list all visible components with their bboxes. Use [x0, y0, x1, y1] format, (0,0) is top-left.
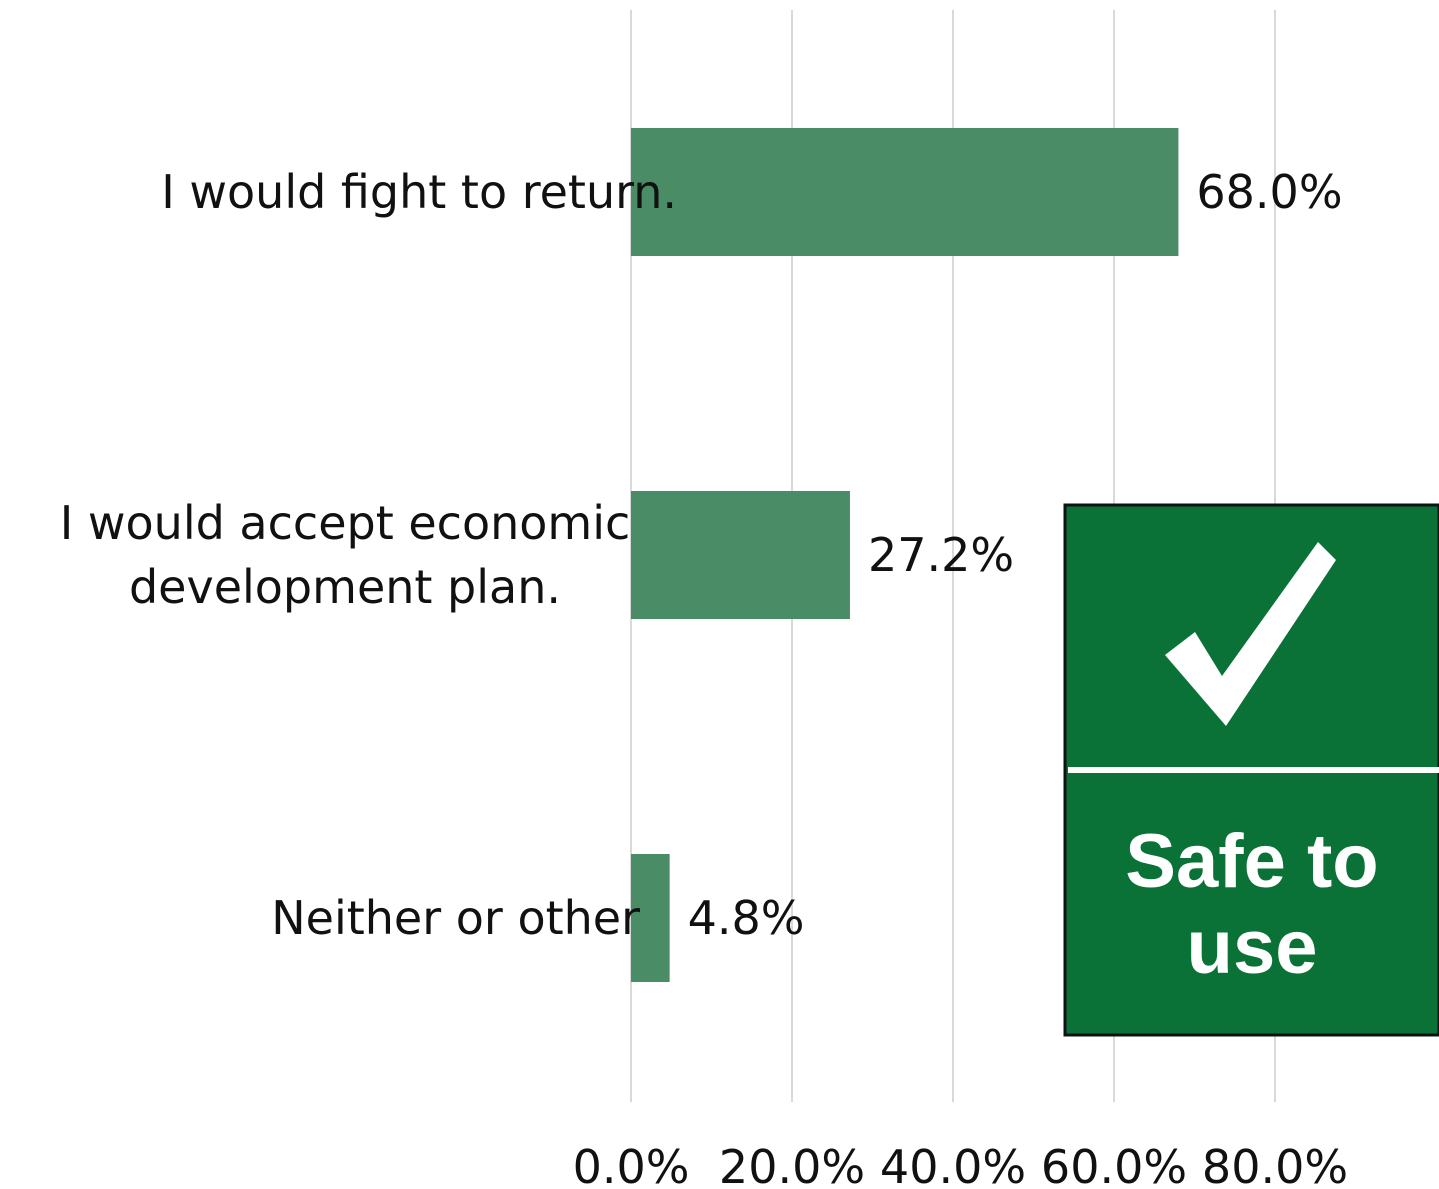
bar: [631, 854, 670, 982]
x-tick-label: 40.0%: [880, 1140, 1026, 1189]
data-label: 4.8%: [688, 891, 805, 945]
category-label: development plan.: [129, 560, 561, 614]
bars: [631, 128, 1179, 982]
bar: [631, 128, 1179, 256]
category-label: I would fight to return.: [161, 165, 677, 219]
x-axis-tick-labels: 0.0% 20.0% 40.0% 60.0% 80.0%: [573, 1140, 1349, 1189]
x-tick-label: 60.0%: [1041, 1140, 1187, 1189]
category-labels: I would fight to return. I would accept e…: [60, 165, 677, 945]
x-tick-label: 20.0%: [719, 1140, 865, 1189]
safe-to-use-sign: Safe to use: [1063, 503, 1439, 1037]
x-tick-label: 80.0%: [1202, 1140, 1348, 1189]
category-label: I would accept economic: [60, 496, 631, 550]
category-label: Neither or other: [271, 891, 640, 945]
data-label: 68.0%: [1196, 165, 1342, 219]
sign-text-line-1: Safe to: [1125, 819, 1378, 904]
bar: [631, 491, 850, 619]
checkmark-icon: [1165, 542, 1336, 726]
data-label: 27.2%: [868, 528, 1014, 582]
sign-text-line-2: use: [1187, 905, 1318, 990]
data-labels: 68.0% 27.2% 4.8%: [688, 165, 1343, 945]
x-tick-label: 0.0%: [573, 1140, 690, 1189]
